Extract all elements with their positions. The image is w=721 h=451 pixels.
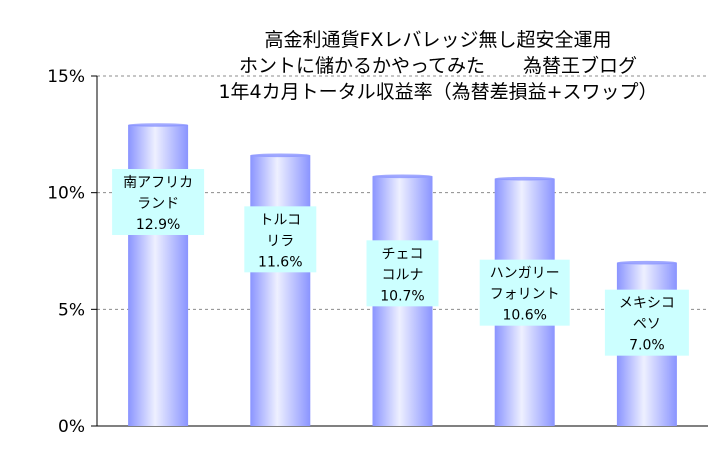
chart-title-line: ホントに儲かるかやってみた 為替王ブログ	[239, 54, 637, 77]
bar-top	[494, 176, 555, 181]
data-label: 11.6%	[258, 254, 302, 270]
data-label: 10.6%	[502, 308, 546, 324]
category-label: フォリント	[490, 287, 560, 303]
data-label-box	[604, 289, 689, 356]
category-label: ハンガリー	[490, 266, 560, 282]
category-label: メキシコ	[619, 296, 675, 312]
category-label: チェコ	[382, 246, 424, 262]
category-label: 南アフリカ	[123, 175, 193, 191]
data-label-box	[112, 169, 205, 235]
category-label: コルナ	[382, 267, 424, 283]
data-label-box	[479, 259, 570, 326]
category-label: リラ	[266, 233, 294, 249]
category-label: トルコ	[259, 212, 301, 228]
data-label: 7.0%	[629, 338, 665, 354]
chart-title-line: 1年4カ月トータル収益率（為替差損益+スワップ）	[218, 81, 657, 103]
data-label-box	[244, 206, 317, 273]
data-label: 12.9%	[136, 217, 180, 233]
bar-top	[616, 260, 677, 265]
y-tick-label: 5%	[58, 300, 85, 320]
chart-title-line: 高金利通貨FXレバレッジ無し超安全運用	[265, 29, 612, 51]
bar-top	[372, 174, 433, 179]
bar	[250, 155, 311, 427]
y-tick-label: 15%	[47, 67, 85, 87]
bar-top	[128, 123, 189, 127]
bar-top	[250, 153, 311, 158]
category-label: ペソ	[633, 317, 661, 333]
y-tick-label: 0%	[58, 417, 85, 437]
data-label-box	[366, 240, 439, 307]
data-label: 10.7%	[380, 288, 424, 304]
axes: 0% 5% 10% 15%	[47, 67, 708, 437]
y-tick-label: 10%	[47, 184, 85, 204]
category-label: ランド	[137, 196, 179, 212]
